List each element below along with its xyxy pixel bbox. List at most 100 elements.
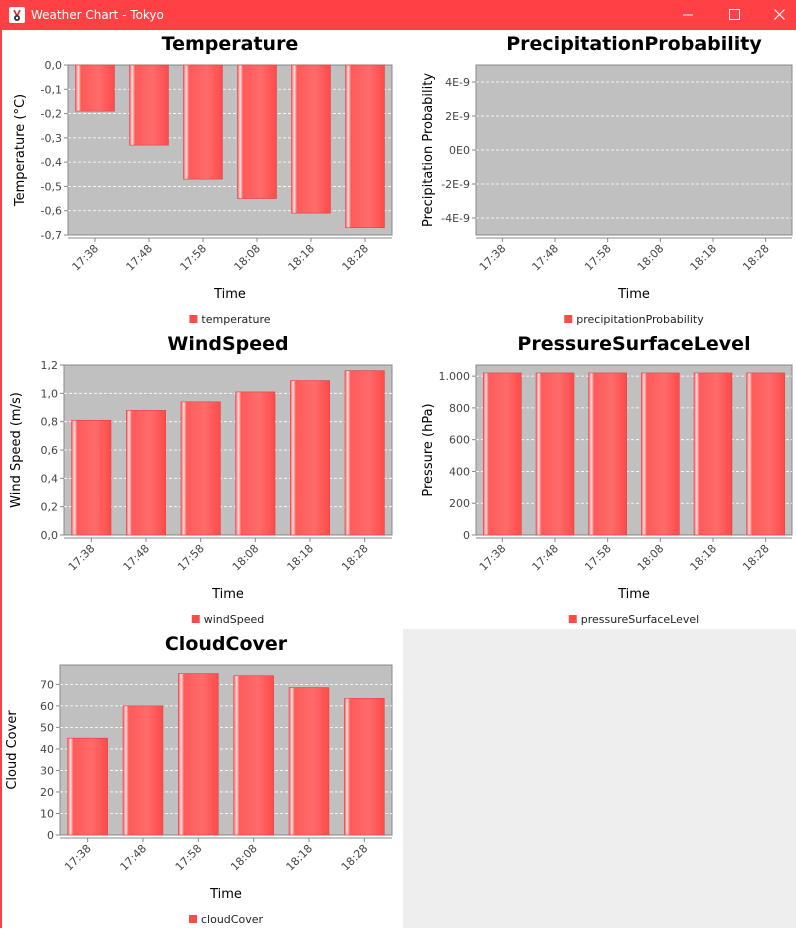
bar [746,372,785,536]
legend-swatch [191,615,200,623]
x-tick-label: 17:48 [121,542,153,574]
legend-label: pressureSurfaceLevel [581,613,699,626]
title-bar: Weather Chart - Tokyo [0,0,796,30]
chart-title: CloudCover [165,633,288,655]
y-tick-label: -0,5 [41,180,62,193]
java-duke-icon [9,7,25,23]
bar [67,737,108,836]
empty-panel [403,629,796,928]
y-axis-label: Temperature (°C) [13,94,28,207]
x-tick-label: 18:18 [688,542,720,574]
minimize-icon [683,14,693,16]
legend: temperature [189,313,271,326]
y-tick-label: 1,2 [41,359,59,372]
x-tick-label: 17:58 [175,542,207,574]
bar [288,687,330,836]
x-tick-label: 17:38 [477,242,509,274]
y-tick-label: 4E-9 [445,76,470,89]
y-axis-label: Precipitation Probability [421,73,436,227]
y-tick-label: 0,2 [41,501,59,514]
chart-svg: PrecipitationProbability 4E-9 2E-9 0E0 -2E-9… [421,33,793,326]
chart-svg: WindSpeed 0,0 0,2 0,4 0,6 0,8 1,0 1,2 Wind Speed… [9,333,393,626]
chart-title: WindSpeed [167,333,288,355]
legend-label: cloudCover [201,913,263,926]
y-tick-label: 60 [40,700,54,713]
bar [345,64,385,229]
precipitation-chart-panel: PrecipitationProbability 4E-9 2E-9 0E0 -2E-9… [400,30,796,330]
chart-svg: PressureSurfaceLevel 0 200 400 600 800 1.000 Pr… [421,333,793,626]
y-tick-label: -0,7 [41,229,62,242]
y-tick-label: 30 [40,764,54,777]
bar [233,675,274,836]
x-tick-label: 18:18 [688,242,720,274]
bar [126,410,166,536]
x-tick-label: 18:28 [740,242,772,274]
plot-area [475,364,793,536]
y-tick-label: -4E-9 [441,212,470,225]
x-tick-label: 18:18 [284,842,316,874]
y-axis-label: Pressure (hPa) [421,403,436,496]
x-tick-label: 18:08 [635,242,667,274]
x-tick-label: 17:58 [582,242,614,274]
legend-swatch [189,915,197,923]
y-tick-label: 0,8 [41,416,59,429]
x-tick-label: 18:18 [286,242,318,274]
bar [344,698,385,836]
cloudcover-chart-panel: CloudCover 0 10 20 30 40 50 60 70 Cloud Cover 17:3… [2,630,400,930]
legend: windSpeed [191,613,264,626]
x-tick-label: 17:48 [530,242,562,274]
y-tick-label: 400 [449,465,470,478]
y-tick-label: 0E0 [449,144,470,157]
pressure-chart-panel: PressureSurfaceLevel 0 200 400 600 800 1.000 Pr… [400,330,796,630]
y-tick-label: 70 [40,678,54,691]
window-title: Weather Chart - Tokyo [31,8,164,22]
legend-swatch [564,315,573,323]
x-tick-label: 17:58 [173,842,205,874]
x-tick-label: 17:38 [477,542,509,574]
x-tick-label: 17:48 [530,542,562,574]
bar [588,372,627,536]
x-tick-label: 18:28 [339,542,371,574]
x-axis-label: Time [213,287,246,302]
maximize-button[interactable] [711,0,757,30]
close-button[interactable] [757,0,796,30]
plot-area [67,64,393,236]
y-tick-label: 0 [47,829,54,842]
x-tick-label: 18:08 [230,542,262,574]
y-tick-label: -0,2 [41,108,62,121]
x-axis-label: Time [211,587,244,602]
bar [122,705,164,836]
legend-swatch [189,315,198,323]
legend: precipitationProbability [564,313,704,326]
x-tick-label: 17:38 [66,542,98,574]
y-tick-label: 0,0 [45,59,63,72]
chart-svg: Temperature 0,0 -0,1 -0,2 -0,3 -0,4 -0,5 -0,6 -0… [13,33,393,326]
x-tick-label: 17:58 [178,242,210,274]
y-tick-label: 0,0 [41,529,59,542]
y-tick-label: 0 [463,529,470,542]
bar [180,401,221,536]
y-tick-label: -2E-9 [441,178,470,191]
y-tick-label: 800 [449,402,470,415]
minimize-button[interactable] [665,0,711,30]
bar [483,372,522,536]
x-tick-label: 17:48 [118,842,150,874]
x-tick-label: 18:08 [635,542,667,574]
chart-title: Temperature [162,33,299,55]
temperature-chart-panel: Temperature 0,0 -0,1 -0,2 -0,3 -0,4 -0,5 -0,6 -0… [2,30,400,330]
x-tick-label: 18:08 [228,842,260,874]
legend-swatch [568,615,577,623]
bar [237,64,277,199]
y-tick-label: 20 [40,786,54,799]
bar [235,391,276,536]
x-tick-label: 18:28 [339,842,371,874]
x-axis-label: Time [209,887,242,902]
y-tick-label: -0,6 [41,205,62,218]
bar [183,64,223,180]
y-tick-label: -0,1 [41,83,62,96]
bar [535,372,575,536]
x-tick-label: 17:38 [62,842,94,874]
y-tick-label: 0,4 [41,472,59,485]
bar [291,64,331,214]
y-tick-label: 2E-9 [445,110,470,123]
